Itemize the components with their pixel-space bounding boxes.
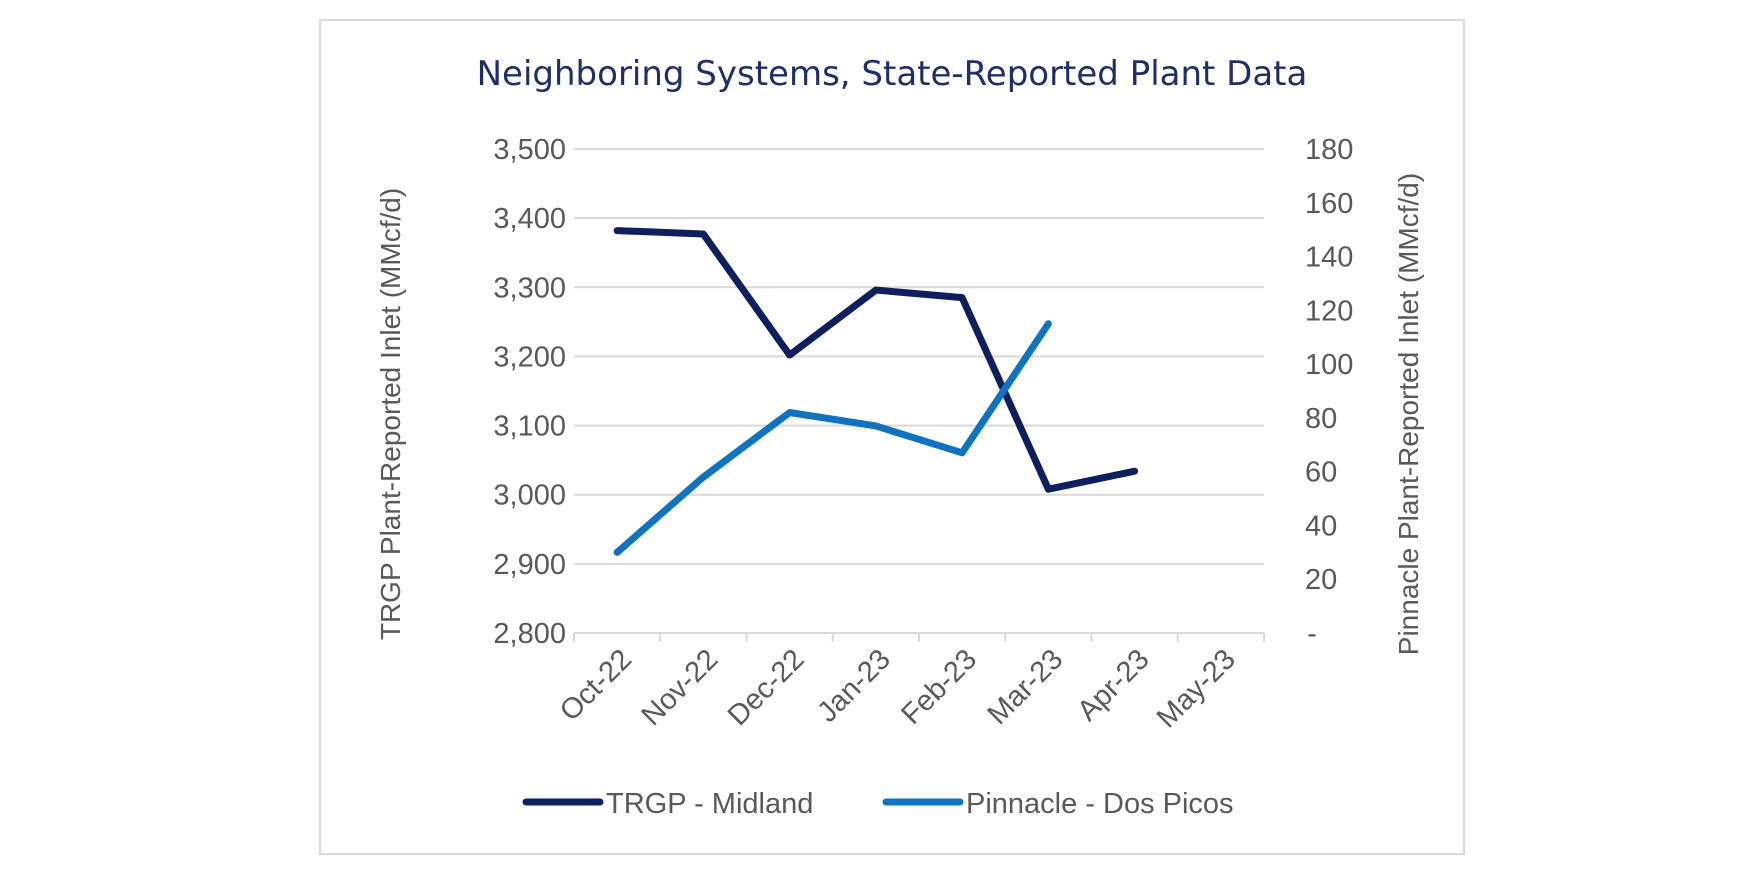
right-tick-label: 140	[1305, 242, 1353, 274]
right-tick-label: 20	[1305, 564, 1337, 596]
right-axis-title: Pinnacle Plant-Reported Inlet (MMcf/d)	[1393, 173, 1424, 655]
left-axis-title: TRGP Plant-Reported Inlet (MMcf/d)	[375, 188, 406, 640]
left-tick-label: 3,400	[493, 203, 566, 235]
right-tick-label: 180	[1305, 134, 1353, 166]
left-tick-label: 2,900	[493, 549, 566, 581]
left-tick-label: 2,800	[493, 618, 566, 650]
right-axis-ticks: - 20 40 60 80 100 120 140 160 180	[1305, 134, 1353, 650]
left-tick-label: 3,300	[493, 272, 566, 304]
right-tick-label: 120	[1305, 295, 1353, 327]
right-tick-label: 40	[1305, 510, 1337, 542]
right-tick-label: 100	[1305, 349, 1353, 381]
left-axis-ticks: 2,800 2,900 3,000 3,100 3,200 3,300 3,400 3,500	[493, 134, 566, 650]
right-tick-label: 80	[1305, 403, 1337, 435]
left-tick-label: 3,500	[493, 134, 566, 166]
series-layer	[613, 227, 1139, 556]
series-line-pinnacle-dos-picos	[613, 320, 1052, 556]
x-axis	[573, 632, 1265, 642]
legend-label: TRGP - Midland	[606, 788, 813, 820]
right-tick-label: -	[1307, 618, 1317, 650]
gridlines	[574, 148, 1264, 565]
left-tick-label: 3,000	[493, 480, 566, 512]
right-tick-label: 160	[1305, 188, 1353, 220]
chart-title: Neighboring Systems, State-Reported Plan…	[477, 54, 1308, 94]
left-tick-label: 3,100	[493, 411, 566, 443]
chart-frame	[319, 19, 1465, 855]
legend: TRGP - Midland Pinnacle - Dos Picos	[522, 788, 1234, 820]
series-line-trgp-midland	[613, 227, 1139, 493]
right-tick-label: 60	[1305, 457, 1337, 489]
left-tick-label: 3,200	[493, 341, 566, 373]
legend-label: Pinnacle - Dos Picos	[966, 788, 1234, 820]
